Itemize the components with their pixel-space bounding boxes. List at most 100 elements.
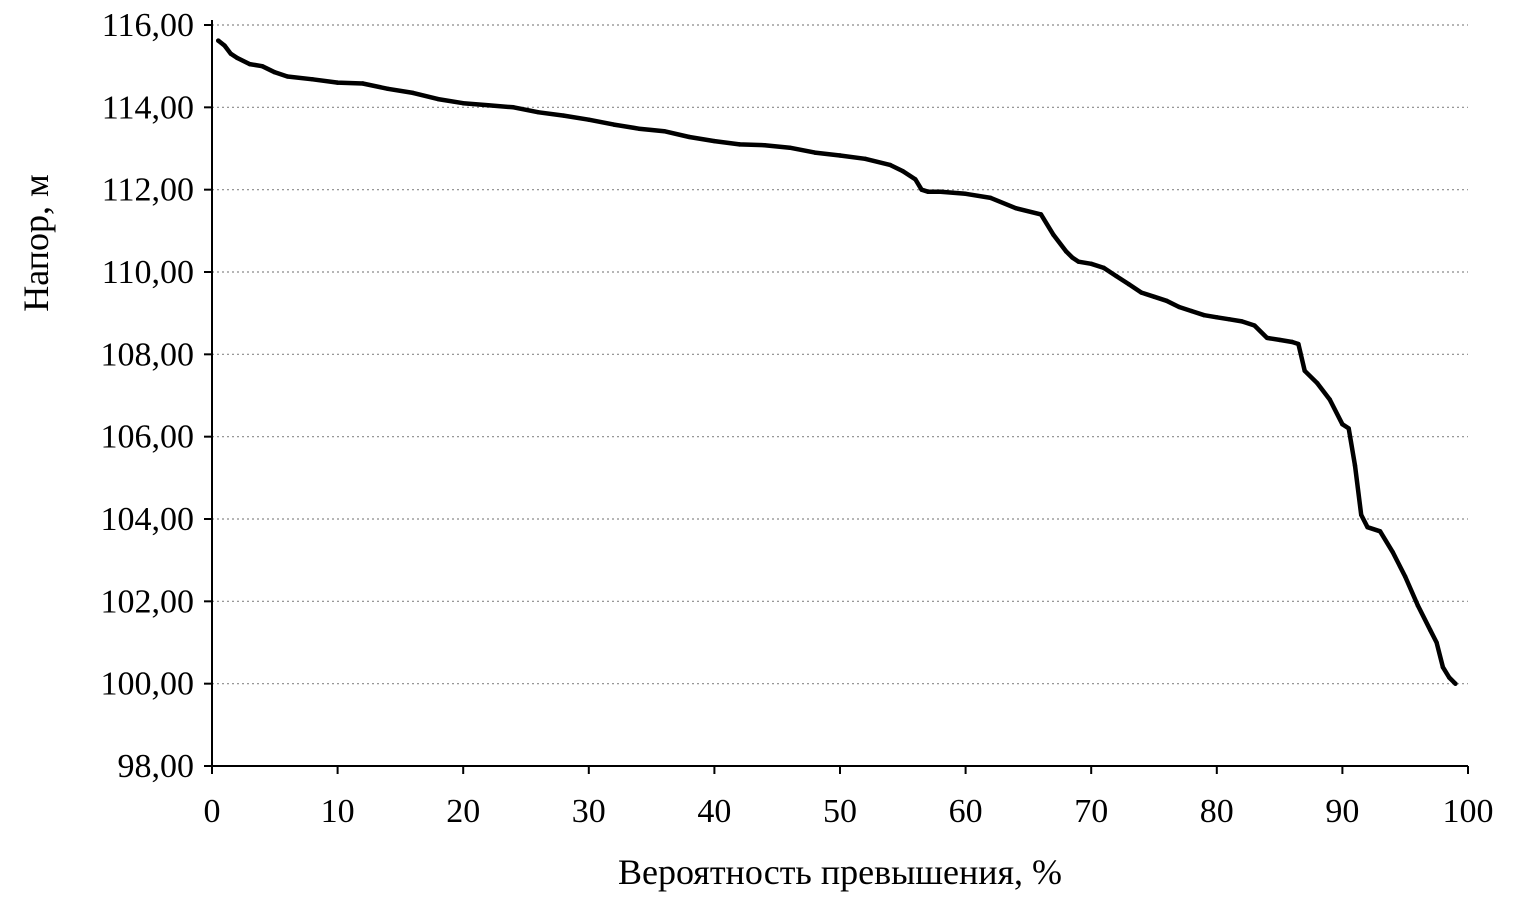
data-point [228, 51, 234, 57]
data-point [762, 143, 767, 148]
data-point [1264, 335, 1270, 341]
data-point [1151, 294, 1157, 299]
y-tick-label: 98,00 [118, 748, 195, 785]
data-point [611, 122, 617, 127]
data-point [1214, 315, 1220, 320]
data-point [661, 129, 667, 134]
data-point [360, 81, 365, 86]
data-point [1176, 304, 1182, 310]
data-point [260, 63, 265, 69]
data-point [1202, 313, 1207, 318]
data-point [1076, 259, 1081, 264]
data-point [862, 156, 868, 161]
data-point [963, 191, 968, 196]
data-point [234, 55, 240, 61]
data-point [1114, 273, 1119, 279]
data-point [1390, 549, 1395, 555]
x-tick-label: 60 [949, 793, 983, 830]
y-axis-tick-labels: 98,00 100,00 102,00 104,00 106,00 108,00 110,0… [101, 7, 195, 785]
data-point [1252, 323, 1257, 328]
data-point [1070, 255, 1075, 260]
y-tick-label: 114,00 [102, 89, 194, 126]
data-point [1164, 298, 1169, 304]
data-point [888, 162, 893, 168]
data-point [712, 138, 717, 144]
data-point [1453, 681, 1458, 686]
data-point [247, 61, 252, 67]
data-point [586, 117, 591, 122]
data-point [1277, 337, 1282, 343]
data-point [1377, 529, 1383, 534]
y-tick-label: 116,00 [102, 7, 194, 44]
data-point [812, 150, 818, 155]
x-tick-label: 70 [1074, 793, 1108, 830]
data-point [272, 70, 277, 75]
data-point [1289, 339, 1295, 345]
data-point [385, 86, 391, 92]
data-point [837, 153, 843, 158]
data-point [900, 168, 905, 174]
data-point [687, 134, 692, 140]
x-tick-label: 90 [1325, 793, 1359, 830]
data-point [919, 187, 924, 192]
y-tick-label: 110,00 [102, 254, 194, 291]
data-point [1340, 422, 1345, 427]
series-line [216, 38, 1458, 686]
data-point [1302, 368, 1307, 373]
data-point [1038, 212, 1044, 217]
data-point [636, 126, 642, 131]
data-point [511, 105, 516, 110]
x-tick-label: 40 [697, 793, 731, 830]
data-point [1359, 512, 1364, 518]
data-point [1346, 426, 1351, 431]
data-point [1227, 317, 1232, 322]
data-point [787, 145, 792, 150]
data-point [486, 103, 491, 108]
data-point [1239, 319, 1245, 324]
data-point [1296, 341, 1301, 347]
data-point [1415, 603, 1420, 608]
data-point [1051, 232, 1056, 238]
x-tick-label: 0 [204, 793, 221, 830]
data-point [1315, 380, 1320, 386]
data-point [1063, 249, 1069, 254]
y-tick-label: 100,00 [101, 666, 195, 703]
data-point [1446, 675, 1452, 680]
data-point [1434, 640, 1439, 645]
data-point [925, 189, 931, 194]
x-tick-label: 50 [823, 793, 857, 830]
data-point [1101, 265, 1106, 271]
data-point [1126, 282, 1132, 287]
x-tick-label: 30 [572, 793, 606, 830]
data-point [435, 96, 441, 102]
data-point [1327, 397, 1333, 402]
data-point [1013, 205, 1019, 211]
data-point [410, 90, 416, 96]
grid-lines [212, 24, 1468, 685]
y-tick-label: 106,00 [101, 419, 195, 456]
data-point [913, 177, 918, 182]
data-point [536, 110, 541, 115]
data-point [335, 80, 340, 85]
data-point [285, 74, 290, 79]
data-point [1428, 627, 1433, 633]
x-axis-ticks [211, 766, 1469, 774]
data-point [938, 189, 943, 194]
data-point [1139, 290, 1144, 295]
data-point [461, 101, 466, 106]
x-tick-label: 10 [321, 793, 355, 830]
y-axis-title: Напор, м [16, 174, 56, 312]
y-tick-label: 102,00 [101, 583, 195, 620]
data-point [988, 195, 993, 201]
x-tick-label: 80 [1200, 793, 1234, 830]
data-point [216, 38, 221, 43]
data-point [1352, 463, 1358, 468]
data-point [222, 43, 227, 48]
data-point [1365, 525, 1370, 530]
y-tick-label: 112,00 [102, 172, 194, 209]
data-point [1403, 574, 1408, 579]
data-point [310, 77, 315, 82]
x-axis-title: Вероятность превышения, % [618, 852, 1062, 892]
x-axis-tick-labels: 0 10 20 30 40 50 60 70 80 90 100 [204, 793, 1494, 830]
